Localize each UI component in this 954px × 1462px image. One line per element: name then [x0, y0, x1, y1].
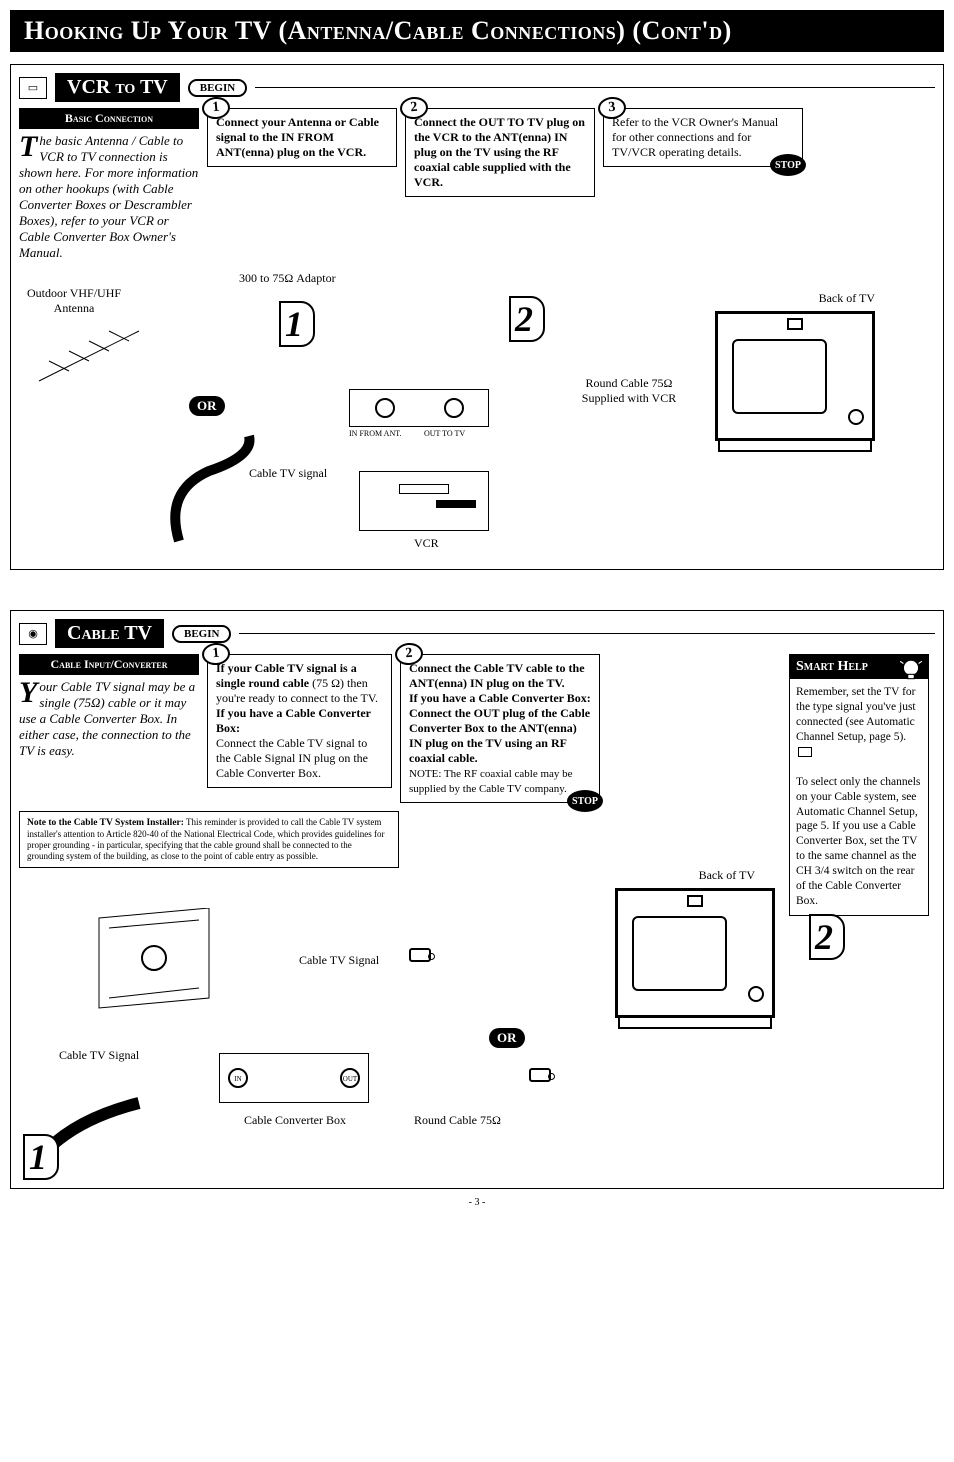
cable-section: ◉ Cable TV BEGIN Cable Input/Converter Y… — [10, 610, 944, 1189]
begin-badge: BEGIN — [188, 79, 247, 97]
stop-badge: STOP — [567, 790, 603, 812]
tv-small-icon — [798, 747, 812, 757]
vcr-step-2: 2 Connect the OUT TO TV plug on the VCR … — [405, 108, 595, 197]
basic-connection-text: The basic Antenna / Cable to VCR to TV c… — [19, 133, 199, 261]
smart-p1: Remember, set the TV for the type signal… — [796, 686, 916, 743]
wall-plate-icon — [89, 908, 219, 1022]
big-arrow-2: 2 — [509, 296, 545, 342]
big-arrow-1: 1 — [279, 301, 315, 347]
installer-title: Note to the Cable TV System Installer: — [27, 818, 184, 828]
begin-badge: BEGIN — [172, 625, 231, 643]
step1-b: If you have a Cable Converter Box: — [216, 706, 371, 735]
installer-note: Note to the Cable TV System Installer: T… — [19, 811, 399, 868]
vcr-section: ▭ VCR to TV BEGIN Basic Connection The b… — [10, 64, 944, 570]
cable-step-2: 2 Connect the Cable TV cable to the ANT(… — [400, 654, 600, 803]
step-2-text: Connect the OUT TO TV plug on the VCR to… — [414, 115, 585, 189]
vcr-step-3: 3 Refer to the VCR Owner's Manual for ot… — [603, 108, 803, 167]
vcr-step-1: 1 Connect your Antenna or Cable signal t… — [207, 108, 397, 167]
cable-input-text: Your Cable TV signal may be a single (75… — [19, 679, 199, 759]
or-badge: OR — [489, 1028, 525, 1048]
page-title: Hooking Up Your TV (Antenna/Cable Connec… — [10, 10, 944, 52]
step2-b2: Connect the OUT plug of the Cable Conver… — [409, 706, 590, 765]
round-cable-label: Round Cable 75Ω Supplied with VCR — [579, 376, 679, 406]
or-badge: OR — [189, 396, 225, 416]
round-cable-label: Round Cable 75Ω — [414, 1113, 501, 1128]
step2-b: If you have a Cable Converter Box: — [409, 691, 591, 705]
converter-box-label: Cable Converter Box — [244, 1113, 346, 1128]
cable-step-1: 1 If your Cable TV signal is a single ro… — [207, 654, 392, 788]
vcr-diagram: 300 to 75Ω Adaptor Outdoor VHF/UHF Anten… — [19, 271, 935, 561]
cable-curve-icon — [159, 431, 279, 555]
coax-end-icon — [529, 1068, 551, 1086]
step2-note: NOTE: The RF coaxial cable may be suppli… — [409, 768, 573, 795]
in-jack: IN — [228, 1068, 248, 1088]
cable-section-title: Cable TV — [55, 619, 164, 648]
in-from-ant-label: IN FROM ANT. — [349, 429, 402, 438]
tv-rear-icon — [715, 311, 875, 441]
step2-a: Connect the Cable TV cable to the ANT(en… — [409, 661, 585, 690]
stop-badge: STOP — [770, 154, 806, 176]
converter-box-icon: IN OUT — [219, 1053, 369, 1103]
out-jack: OUT — [340, 1068, 360, 1088]
big-num-1: 1 — [23, 1123, 59, 1182]
vcr-section-title: VCR to TV — [55, 73, 180, 102]
step1-b2: Connect the Cable TV signal to the Cable… — [216, 736, 368, 780]
step-3-text: Refer to the VCR Owner's Manual for othe… — [612, 115, 778, 159]
basic-connection-title: Basic Connection — [19, 108, 199, 129]
lightbulb-icon — [898, 657, 924, 683]
vcr-icon: ▭ — [19, 77, 47, 99]
rule-line — [255, 87, 935, 88]
basic-connection-box: Basic Connection The basic Antenna / Cab… — [19, 108, 199, 261]
cable-input-box: Cable Input/Converter Your Cable TV sign… — [19, 654, 199, 759]
vcr-rear-panel — [349, 389, 489, 427]
cable-icon: ◉ — [19, 623, 47, 645]
tv-rear-icon — [615, 888, 775, 1018]
out-to-tv-label: OUT TO TV — [424, 429, 465, 438]
cable-input-title: Cable Input/Converter — [19, 654, 199, 675]
rule-line — [239, 633, 935, 634]
antenna-label: Outdoor VHF/UHF Antenna — [19, 286, 129, 316]
cable-signal-label-2: Cable TV Signal — [59, 1048, 139, 1063]
step-1-text: Connect your Antenna or Cable signal to … — [216, 115, 379, 159]
back-of-tv-label: Back of TV — [819, 291, 875, 306]
adaptor-label: 300 to 75Ω Adaptor — [239, 271, 336, 286]
page-number: - 3 - — [10, 1197, 944, 1208]
vcr-device-icon — [359, 471, 489, 531]
smart-help-title: Smart Help — [790, 655, 928, 679]
back-of-tv-label: Back of TV — [699, 868, 755, 883]
big-num-2: 2 — [809, 903, 845, 962]
coax-end-icon — [409, 948, 431, 966]
antenna-icon — [29, 321, 149, 395]
cable-diagram: Back of TV 2 Cable TV Signal Cable TV Si… — [19, 878, 935, 1188]
cable-signal-label-1: Cable TV Signal — [299, 953, 379, 968]
smart-help-box: Smart Help Remember, set the TV for the … — [789, 654, 929, 916]
vcr-label: VCR — [414, 536, 439, 551]
